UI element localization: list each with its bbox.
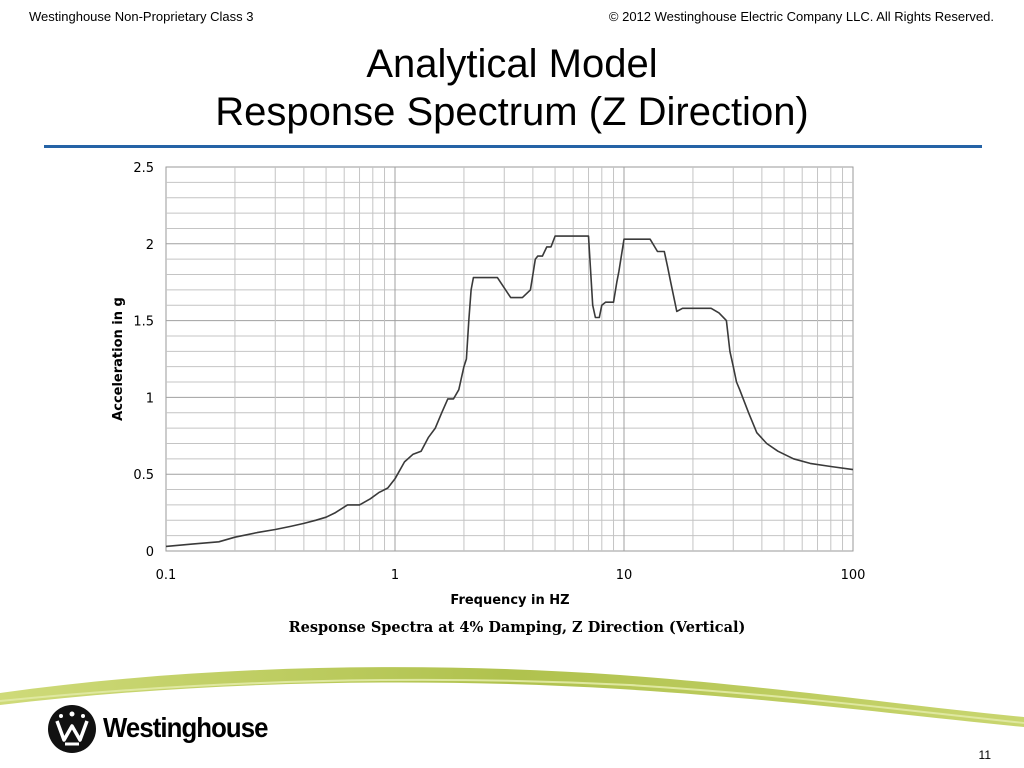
classification-label: Westinghouse Non-Proprietary Class 3 bbox=[29, 9, 254, 24]
green-swoosh-decoration bbox=[0, 667, 1024, 727]
slide-title: Analytical Model Response Spectrum (Z Di… bbox=[0, 40, 1024, 136]
response-spectrum-chart: 0 0.5 1 1.5 2 2.5 0.1 1 10 100 Frequency in HZ Ac… bbox=[111, 161, 865, 608]
x-axis-label: Frequency in HZ bbox=[450, 593, 569, 608]
x-tick-label: 1 bbox=[391, 568, 399, 583]
brand-wordmark: Westinghouse bbox=[103, 712, 268, 743]
chart-grid bbox=[166, 167, 853, 551]
title-divider bbox=[44, 145, 982, 148]
x-tick-label: 0.1 bbox=[156, 568, 177, 583]
y-tick-label: 2 bbox=[146, 238, 154, 253]
y-axis-label: Acceleration in g bbox=[111, 297, 126, 421]
plot-area bbox=[165, 166, 854, 552]
slide-title-line-1: Analytical Model bbox=[366, 42, 658, 86]
x-tick-label: 100 bbox=[841, 568, 866, 583]
y-tick-label: 0 bbox=[146, 545, 154, 560]
chart-series bbox=[165, 235, 854, 548]
page-number: 11 bbox=[978, 748, 991, 762]
tick-labels: 0 0.5 1 1.5 2 2.5 0.1 1 10 100 bbox=[133, 161, 865, 583]
copyright-notice: © 2012 Westinghouse Electric Company LLC… bbox=[608, 9, 994, 24]
y-tick-label: 1.5 bbox=[133, 315, 154, 330]
y-tick-label: 0.5 bbox=[133, 468, 154, 483]
slide-title-line-2: Response Spectrum (Z Direction) bbox=[215, 90, 809, 134]
y-tick-label: 1 bbox=[146, 391, 154, 406]
response-spectrum-line bbox=[165, 235, 854, 548]
chart-caption: Response Spectra at 4% Damping, Z Direct… bbox=[288, 619, 746, 636]
westinghouse-logo-icon bbox=[48, 705, 96, 753]
x-tick-label: 10 bbox=[616, 568, 633, 583]
y-tick-label: 2.5 bbox=[133, 161, 154, 176]
